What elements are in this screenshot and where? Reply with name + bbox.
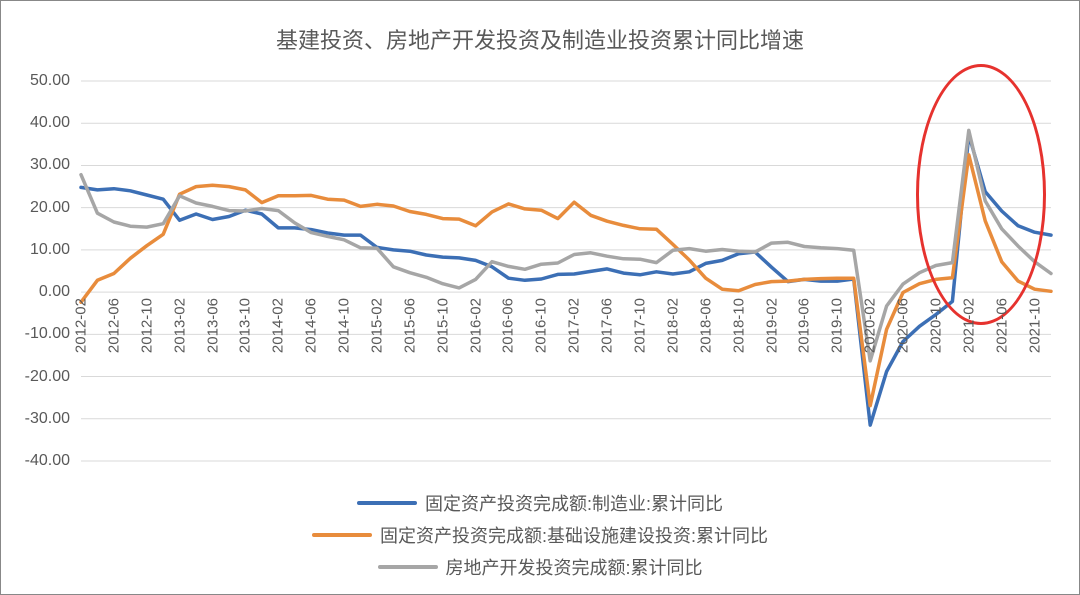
y-tick-label: -10.00: [25, 325, 70, 343]
legend-swatch: [378, 565, 438, 569]
y-tick-label: -30.00: [25, 410, 70, 428]
x-tick-label: 2012-10: [138, 298, 155, 353]
legend-label: 房地产开发投资完成额:累计同比: [446, 554, 703, 580]
x-tick-label: 2017-06: [599, 298, 616, 353]
y-tick-label: -40.00: [25, 452, 70, 470]
y-tick-label: 50.00: [30, 72, 70, 90]
x-tick-label: 2017-02: [566, 298, 583, 353]
legend-item: 固定资产投资完成额:基础设施建设投资:累计同比: [312, 522, 768, 548]
x-tick-label: 2017-10: [631, 298, 648, 353]
y-tick-label: 30.00: [30, 156, 70, 174]
x-tick-label: 2016-06: [500, 298, 517, 353]
x-tick-label: 2016-10: [533, 298, 550, 353]
x-tick-label: 2014-06: [303, 298, 320, 353]
x-tick-label: 2021-02: [960, 298, 977, 353]
x-tick-label: 2021-06: [993, 298, 1010, 353]
legend-label: 固定资产投资完成额:基础设施建设投资:累计同比: [380, 522, 768, 548]
x-tick-label: 2014-02: [270, 298, 287, 353]
x-tick-label: 2019-02: [763, 298, 780, 353]
y-tick-label: -20.00: [25, 368, 70, 386]
x-tick-label: 2013-10: [237, 298, 254, 353]
x-tick-label: 2013-06: [204, 298, 221, 353]
x-tick-label: 2020-02: [862, 298, 879, 353]
x-tick-label: 2018-10: [730, 298, 747, 353]
x-tick-label: 2015-06: [401, 298, 418, 353]
legend-swatch: [357, 501, 417, 505]
chart-frame: 基建投资、房地产开发投资及制造业投资累计同比增速 50.00 40.00 30.00…: [0, 0, 1080, 595]
legend-item: 房地产开发投资完成额:累计同比: [378, 554, 703, 580]
legend-swatch: [312, 533, 372, 537]
x-tick-label: 2015-02: [368, 298, 385, 353]
x-tick-label: 2015-10: [434, 298, 451, 353]
x-tick-label: 2019-06: [796, 298, 813, 353]
chart-title: 基建投资、房地产开发投资及制造业投资累计同比增速: [1, 23, 1079, 55]
x-tick-label: 2012-06: [105, 298, 122, 353]
x-tick-label: 2020-10: [927, 298, 944, 353]
x-tick-label: 2012-02: [73, 298, 90, 353]
x-tick-label: 2018-02: [664, 298, 681, 353]
x-tick-label: 2021-10: [1026, 298, 1043, 353]
y-tick-label: 10.00: [30, 241, 70, 259]
x-tick-label: 2016-02: [467, 298, 484, 353]
x-axis-ticks: 2012-022012-062012-102013-022013-062013-…: [81, 81, 1051, 461]
x-tick-label: 2014-10: [336, 298, 353, 353]
x-tick-label: 2018-06: [697, 298, 714, 353]
legend: 固定资产投资完成额:制造业:累计同比固定资产投资完成额:基础设施建设投资:累计同…: [1, 490, 1079, 580]
legend-item: 固定资产投资完成额:制造业:累计同比: [357, 490, 723, 516]
legend-label: 固定资产投资完成额:制造业:累计同比: [425, 490, 723, 516]
y-tick-label: 0.00: [39, 283, 70, 301]
y-tick-label: 40.00: [30, 114, 70, 132]
y-axis-ticks: 50.0040.0030.0020.0010.000.00-10.00-20.0…: [1, 81, 76, 461]
y-tick-label: 20.00: [30, 199, 70, 217]
x-tick-label: 2019-10: [829, 298, 846, 353]
x-tick-label: 2020-06: [895, 298, 912, 353]
x-tick-label: 2013-02: [171, 298, 188, 353]
